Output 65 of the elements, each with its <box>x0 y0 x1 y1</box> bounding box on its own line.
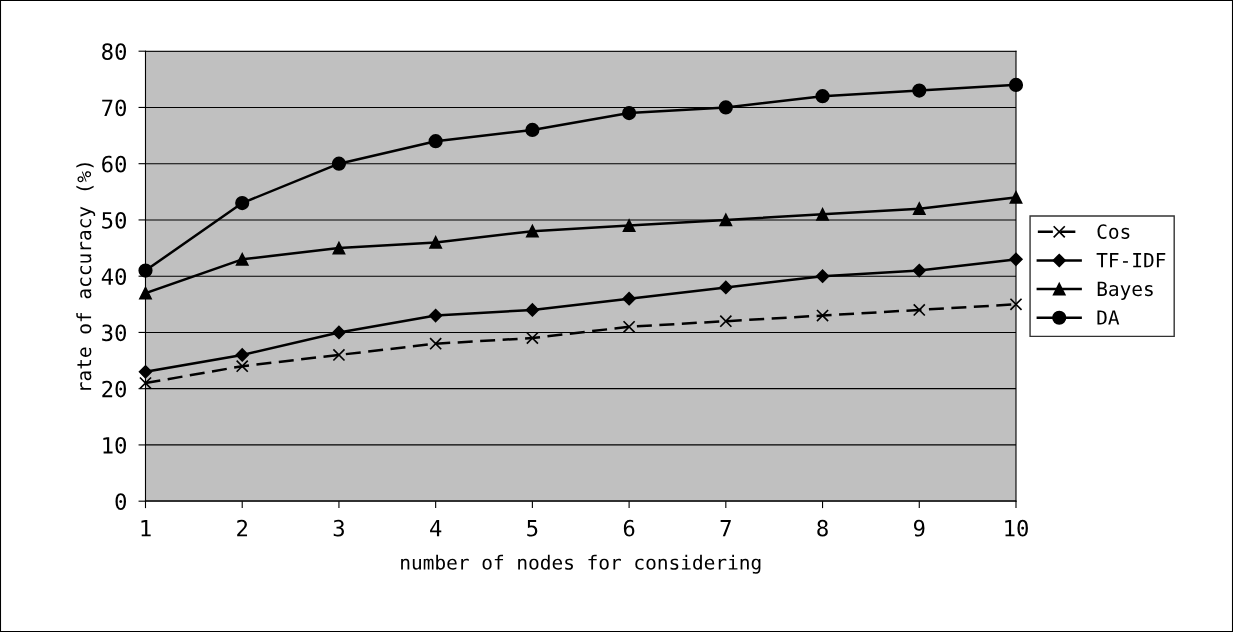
point <box>1009 297 1023 311</box>
point <box>525 224 539 238</box>
x-tick-label: 8 <box>817 519 828 537</box>
x-tick-label: 6 <box>623 519 635 537</box>
point <box>332 325 346 340</box>
point <box>138 365 153 379</box>
point <box>139 286 152 300</box>
point <box>428 308 443 323</box>
point <box>525 303 540 317</box>
point <box>429 337 443 351</box>
point <box>815 269 830 283</box>
point <box>912 263 926 278</box>
point <box>816 309 829 322</box>
point <box>622 291 636 306</box>
point <box>1008 77 1024 93</box>
y-tick-label: 60 <box>102 155 126 173</box>
point <box>331 156 347 171</box>
point <box>332 241 346 255</box>
point <box>1009 191 1023 204</box>
x-tick-label: 5 <box>527 520 538 537</box>
point <box>816 207 829 221</box>
legend-label: TF-IDF <box>1096 253 1166 268</box>
point <box>139 376 152 390</box>
point <box>912 303 926 317</box>
legend-label: Bayes <box>1097 281 1153 300</box>
x-tick-label: 3 <box>333 519 344 537</box>
point <box>912 83 927 98</box>
point <box>622 105 637 121</box>
x-tick-label: 9 <box>913 519 925 537</box>
y-tick-label: 20 <box>102 380 126 398</box>
x-tick-label: 2 <box>237 519 248 537</box>
legend-label: Cos <box>1097 224 1130 239</box>
x-tick-label: 7 <box>720 520 731 537</box>
y-tick-label: 80 <box>102 43 126 61</box>
point <box>525 331 539 345</box>
point <box>719 280 733 295</box>
point <box>235 195 250 211</box>
point <box>719 314 733 328</box>
y-tick-label: 10 <box>103 436 126 454</box>
x-tick-label: 10 <box>1005 519 1028 537</box>
legend-label: DA <box>1097 310 1120 325</box>
y-tick-label: 40 <box>101 268 126 285</box>
point <box>622 219 636 232</box>
x-tick-label: 4 <box>430 520 442 537</box>
x-tick-label: 1 <box>141 520 151 537</box>
point <box>622 320 636 334</box>
y-tick-label: 30 <box>102 324 126 342</box>
point <box>525 122 540 138</box>
point <box>1009 252 1023 267</box>
y-tick-label: 50 <box>102 211 126 229</box>
y-tick-label: 0 <box>115 493 126 510</box>
point <box>815 89 830 104</box>
point <box>235 348 249 362</box>
point <box>428 134 443 149</box>
point <box>138 263 153 278</box>
point <box>912 202 926 216</box>
point <box>235 359 249 373</box>
point <box>719 213 733 227</box>
point <box>332 348 346 362</box>
y-tick-label: 70 <box>102 99 126 117</box>
x-axis-title: number of nodes for considering <box>401 554 761 574</box>
point <box>429 236 443 249</box>
y-axis-title: rate of accuracy (%) <box>76 163 96 390</box>
point <box>718 100 733 115</box>
point <box>235 252 249 266</box>
